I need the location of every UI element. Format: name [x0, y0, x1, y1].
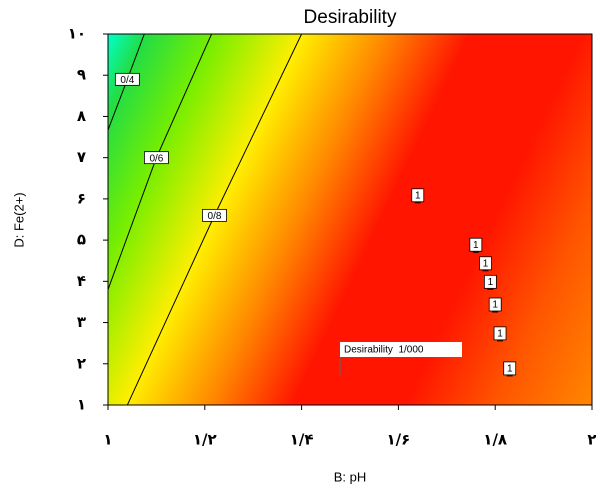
y-tick-label: ۱: [77, 396, 86, 414]
contour-label: 0/6: [149, 153, 163, 164]
x-tick-label: ۱/۸: [483, 431, 507, 449]
y-tick-label: ۷: [77, 148, 86, 166]
y-tick-label: ۹: [77, 66, 86, 84]
y-tick-label: ۶: [77, 189, 86, 207]
contour-label-box: [114, 72, 140, 86]
point-label-box: [493, 326, 507, 341]
point-label: 1: [483, 258, 489, 269]
y-tick-label: ۵: [77, 231, 86, 249]
point-label-box: [503, 361, 517, 376]
point-label-box: [479, 256, 492, 271]
point-label: 1: [507, 364, 513, 375]
y-tick-label: ۳: [77, 313, 86, 331]
contour-label-box: [202, 208, 227, 222]
point-label: 1: [473, 240, 479, 251]
x-tick-label: ۱/۲: [193, 431, 217, 449]
point-label: 1: [415, 190, 421, 201]
chart-title: Desirability: [304, 7, 397, 28]
y-axis-title: D: Fe(2+): [11, 192, 26, 247]
annotation: Desirability 1/000: [344, 345, 424, 356]
x-tick-label: ۱/۶: [387, 431, 411, 449]
point-label-box: [469, 237, 483, 252]
point-label-box: [488, 297, 502, 312]
contour-label: 0/4: [120, 75, 134, 86]
y-tick-label: ۲: [77, 354, 86, 372]
x-tick-label: ۱: [103, 431, 112, 449]
x-tick-label: ۲: [587, 431, 596, 449]
contour-label: 0/8: [208, 211, 222, 222]
x-tick-label: ۱/۴: [290, 431, 314, 449]
plot-frame: [107, 33, 593, 406]
point-label-box: [483, 274, 497, 289]
y-tick-label: ۴: [77, 272, 86, 290]
point-label: 1: [497, 329, 503, 340]
annotation-box: [340, 342, 462, 357]
point-label-box: [411, 188, 425, 203]
x-axis-title: B: pH: [334, 469, 367, 484]
y-tick-label: ۱۰: [68, 25, 86, 43]
point-label: 1: [488, 277, 494, 288]
y-tick-label: ۸: [77, 107, 86, 125]
point-label: 1: [492, 300, 498, 311]
contour-label-box: [143, 151, 169, 165]
